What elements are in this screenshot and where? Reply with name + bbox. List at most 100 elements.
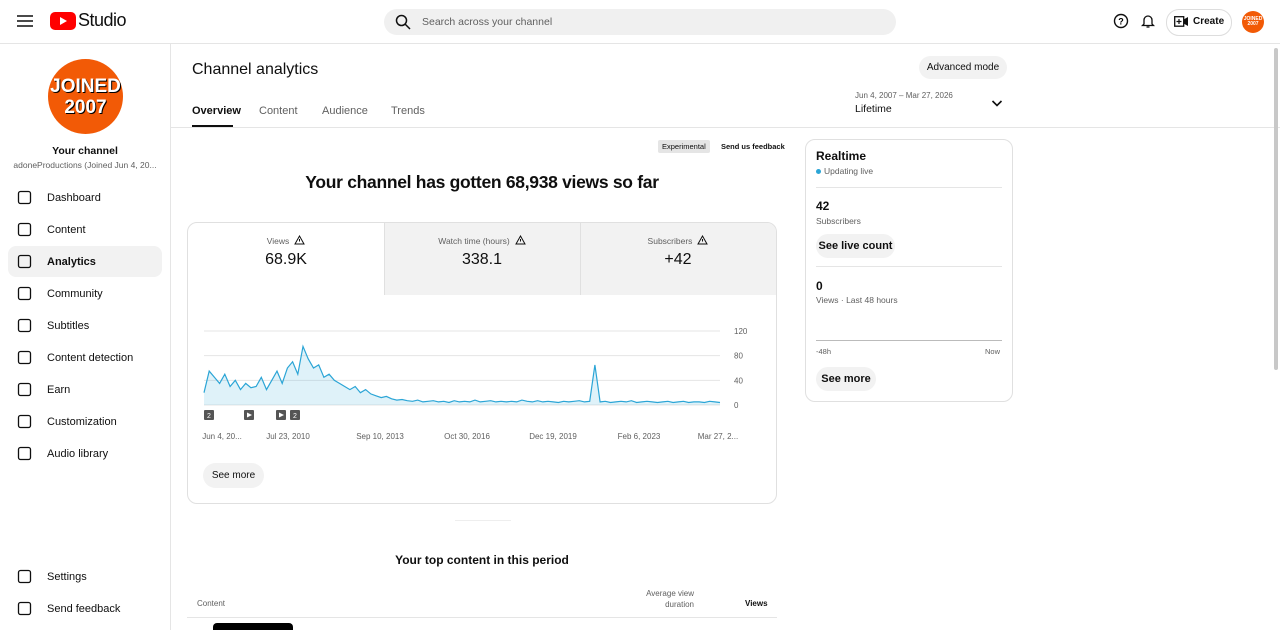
x-tick-label: Oct 30, 2016 xyxy=(444,432,490,441)
play-icon xyxy=(247,412,252,418)
create-icon xyxy=(1174,16,1188,27)
account-avatar[interactable]: JOINED 2007 xyxy=(1242,11,1264,33)
warning-icon xyxy=(697,234,709,245)
create-button[interactable] xyxy=(1166,9,1232,36)
notifications-icon[interactable] xyxy=(1141,13,1155,29)
nav-icon xyxy=(17,286,32,301)
icon-shape xyxy=(17,382,32,397)
top-bar xyxy=(0,0,1280,44)
nav-label: Dashboard xyxy=(47,191,101,204)
nav-icon xyxy=(17,318,32,333)
realtime-axis-label: Now xyxy=(985,347,1001,356)
nav-icon xyxy=(17,569,32,584)
metric-value: +42 xyxy=(664,251,692,268)
table-header: Average view duration xyxy=(646,589,694,609)
nav-item[interactable]: Earn xyxy=(8,374,162,405)
tab[interactable]: Overview xyxy=(192,105,241,117)
x-tick-label: Jul 23, 2010 xyxy=(266,432,310,441)
search-box[interactable] xyxy=(384,9,896,35)
warning-icon xyxy=(514,234,526,245)
separator xyxy=(455,520,511,521)
x-tick-label: Jun 4, 20... xyxy=(202,432,242,441)
tab[interactable]: Audience xyxy=(322,105,368,117)
period-dropdown[interactable] xyxy=(991,99,1003,108)
icon-shape xyxy=(17,286,32,301)
avatar-line: JOINED xyxy=(50,75,121,97)
help-icon[interactable]: ? xyxy=(1113,13,1129,29)
nav-item[interactable]: Audio library xyxy=(8,438,162,469)
nav-label: Audio library xyxy=(47,447,109,460)
table-header: Content xyxy=(197,599,226,608)
icon-shape xyxy=(17,350,32,365)
nav-label: Send feedback xyxy=(47,602,121,615)
channel-title: Your channel xyxy=(52,145,118,157)
metric-label: Views xyxy=(266,236,290,246)
nav-icon xyxy=(17,446,32,461)
realtime-see-more[interactable]: See more xyxy=(816,367,876,391)
search-icon xyxy=(395,14,411,30)
nav-item[interactable]: Customization xyxy=(8,406,162,437)
nav-icon xyxy=(17,222,32,237)
page-title: Channel analytics xyxy=(192,61,319,78)
nav-item[interactable]: Analytics xyxy=(8,246,162,277)
divider xyxy=(816,266,1002,267)
nav-label: Content detection xyxy=(47,351,134,364)
nav-label: Community xyxy=(47,287,103,300)
nav-item[interactable]: Community xyxy=(8,278,162,309)
annotation-label: 2 xyxy=(207,413,211,420)
avatar-line: 2007 xyxy=(64,96,107,118)
logo-icon[interactable] xyxy=(50,12,76,30)
x-tick-label: Feb 6, 2023 xyxy=(618,432,661,441)
metric-value: 338.1 xyxy=(461,251,503,268)
feedback-link[interactable]: Send us feedback xyxy=(721,142,785,151)
metric-label: Watch time (hours) xyxy=(438,236,510,246)
tab[interactable]: Content xyxy=(259,105,298,117)
views-line xyxy=(203,344,721,404)
advanced-mode-button[interactable]: Advanced mode xyxy=(919,56,1007,79)
menu-icon[interactable] xyxy=(16,14,34,28)
metric-label: Subscribers xyxy=(647,236,693,246)
metric[interactable]: Watch time (hours) 338.1 xyxy=(384,223,580,295)
overview-card xyxy=(187,222,777,504)
subscriber-count: 42 xyxy=(816,199,830,213)
nav-item[interactable]: Subtitles xyxy=(8,310,162,341)
video-thumbnail[interactable] xyxy=(213,623,293,630)
channel-avatar[interactable]: JOINED 2007 xyxy=(48,59,123,134)
views-count: 0 xyxy=(816,279,823,293)
icon-shape xyxy=(17,222,32,237)
tab[interactable]: Trends xyxy=(391,105,425,117)
warning-shape xyxy=(514,234,526,245)
nav-item[interactable]: Content xyxy=(8,214,162,245)
scrollbar[interactable] xyxy=(1274,48,1278,370)
nav-item[interactable]: Settings xyxy=(8,561,162,592)
nav-item[interactable]: Dashboard xyxy=(8,182,162,213)
nav-label: Settings xyxy=(47,570,87,583)
nav-item[interactable]: Send feedback xyxy=(8,593,162,624)
annotation-badge xyxy=(204,410,214,420)
live-count-button[interactable]: See live count xyxy=(816,234,895,258)
nav-icon xyxy=(17,601,32,616)
y-tick-label: 80 xyxy=(734,352,743,361)
tab-indicator xyxy=(192,125,233,127)
annotation-label: 2 xyxy=(293,413,297,420)
nav-item[interactable]: Content detection xyxy=(8,342,162,373)
realtime-axis xyxy=(816,340,1002,341)
date-range: Jun 4, 2007 – Mar 27, 2026 xyxy=(855,91,953,100)
create-text: Create xyxy=(1193,16,1225,27)
views-chart: 0 40 80 120 2 2 Jun 4, 20... Jul 23, 2010 Sep 10… xyxy=(202,327,748,441)
nav-icon xyxy=(17,254,32,269)
y-tick-label: 0 xyxy=(734,401,739,410)
nav-icon xyxy=(17,190,32,205)
realtime-axis-label: -48h xyxy=(816,347,832,356)
icon-shape xyxy=(17,414,32,429)
metric-label-row: Subscribers xyxy=(580,234,776,246)
see-more-button[interactable]: See more xyxy=(203,463,264,488)
metric[interactable]: Views 68.9K xyxy=(188,223,384,295)
metric[interactable]: Subscribers +42 xyxy=(580,223,776,295)
divider xyxy=(816,187,1002,188)
icon-shape xyxy=(17,254,32,269)
live-dot xyxy=(816,169,821,174)
warning-shape xyxy=(294,234,306,245)
experimental-badge: Experimental xyxy=(658,140,710,153)
